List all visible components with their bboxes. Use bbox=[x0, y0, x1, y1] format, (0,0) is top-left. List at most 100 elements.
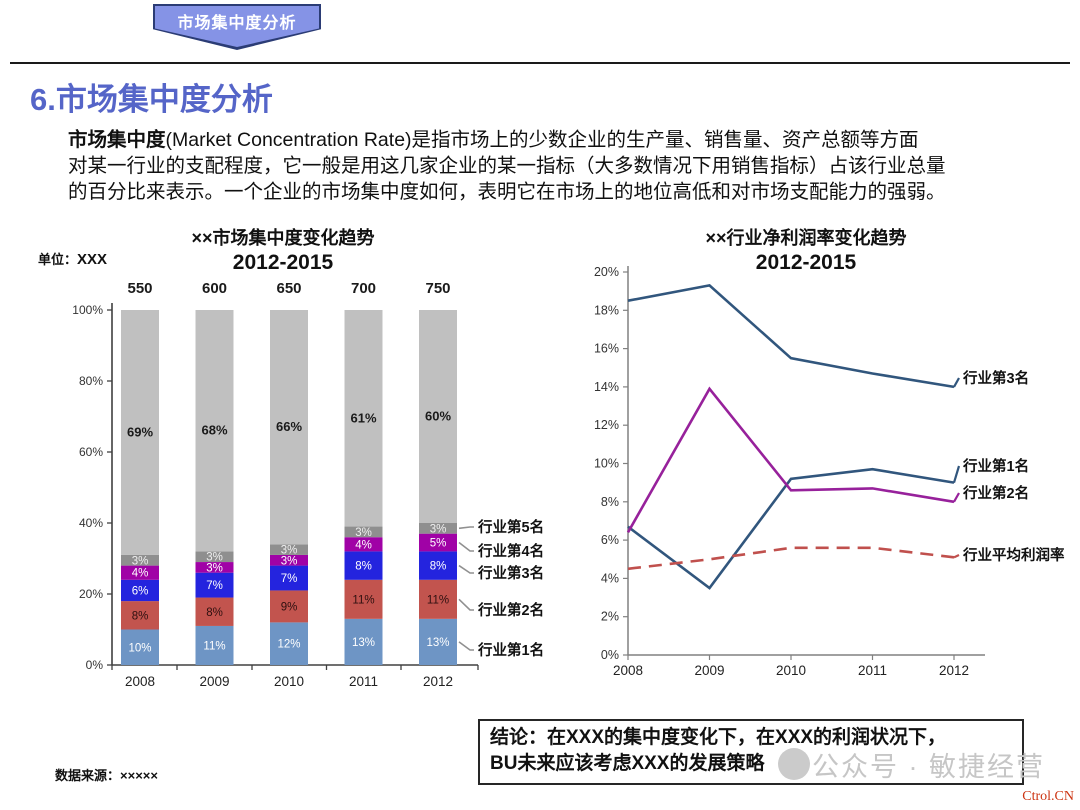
intro-line-1: 市场集中度(Market Concentration Rate)是指市场上的少数… bbox=[68, 129, 919, 151]
page-title: 6.市场集中度分析 bbox=[30, 82, 273, 117]
bar-segment-label: 61% bbox=[350, 410, 376, 425]
bar-segment-label: 11% bbox=[203, 640, 225, 652]
bar-segment-label: 11% bbox=[427, 594, 449, 606]
bar-segment bbox=[419, 618, 457, 665]
legend-connector bbox=[458, 526, 474, 530]
header-divider bbox=[10, 62, 1070, 64]
line-y-tick-label: 18% bbox=[594, 303, 619, 317]
bar-chart-unit: 单位：XXX bbox=[38, 251, 108, 268]
line-y-tick-label: 2% bbox=[601, 610, 619, 624]
bar-segment-label: 3% bbox=[281, 555, 298, 567]
site-mark: Ctrol.CN bbox=[1022, 789, 1074, 804]
bar-legend-label: 行业第3名 bbox=[477, 564, 544, 582]
bar-total-label: 650 bbox=[276, 280, 301, 297]
bar-segment-label: 10% bbox=[128, 642, 151, 654]
bar-segment bbox=[419, 533, 457, 552]
bar-y-tick-label: 40% bbox=[79, 516, 103, 530]
line-y-tick-label: 8% bbox=[601, 495, 619, 509]
bar-segment-label: 4% bbox=[132, 568, 149, 580]
bar-total-label: 750 bbox=[425, 280, 450, 297]
bar-segment bbox=[195, 625, 234, 665]
line-y-tick-label: 6% bbox=[601, 533, 619, 547]
line-series-label: 行业第2名 bbox=[962, 484, 1029, 502]
bar-y-tick-label: 80% bbox=[79, 374, 103, 388]
line-x-label: 2010 bbox=[776, 663, 806, 678]
legend-connector bbox=[458, 564, 474, 574]
line-x-label: 2009 bbox=[694, 663, 724, 678]
legend-connector bbox=[458, 641, 474, 651]
bar-segment bbox=[121, 579, 159, 602]
bar-category-label: 2008 bbox=[125, 674, 155, 689]
bar-category-label: 2009 bbox=[199, 674, 229, 689]
bar-segment-label: 5% bbox=[430, 538, 447, 550]
line-y-tick-label: 14% bbox=[594, 380, 619, 394]
series-label-leader bbox=[953, 554, 960, 559]
bar-legend-label: 行业第2名 bbox=[477, 601, 544, 619]
bar-segment bbox=[419, 551, 457, 580]
bar-total-label: 700 bbox=[351, 280, 376, 297]
bar-segment bbox=[270, 565, 308, 591]
line-y-tick-label: 16% bbox=[594, 342, 619, 356]
bar-segment bbox=[195, 562, 234, 573]
bar-segment bbox=[195, 572, 234, 598]
line-y-tick-label: 4% bbox=[601, 571, 619, 585]
line-series-label: 行业第3名 bbox=[962, 369, 1029, 387]
bar-segment-label: 8% bbox=[430, 561, 447, 573]
bar-segment-label: 8% bbox=[206, 607, 223, 619]
bar-segment bbox=[270, 310, 308, 545]
bar-segment bbox=[195, 310, 234, 552]
line-series bbox=[627, 546, 955, 571]
line-series-label: 行业平均利润率 bbox=[962, 546, 1065, 564]
bar-segment bbox=[121, 629, 159, 665]
bar-segment-label: 7% bbox=[281, 573, 298, 585]
bar-segment-label: 3% bbox=[355, 527, 372, 539]
bar-segment-label: 4% bbox=[355, 539, 372, 551]
bar-y-tick-label: 0% bbox=[86, 658, 104, 672]
bar-segment-label: 13% bbox=[352, 637, 375, 649]
bar-segment-label: 11% bbox=[352, 594, 374, 606]
bar-segment bbox=[344, 310, 383, 527]
bar-segment bbox=[344, 537, 383, 552]
bar-category-label: 2010 bbox=[274, 674, 304, 689]
banner-label: 市场集中度分析 bbox=[177, 15, 297, 32]
conclusion-box: 结论：在XXX的集中度变化下，在XXX的利润状况下， BU未来应该考虑XXX的发… bbox=[478, 719, 1024, 785]
bar-segment-label: 66% bbox=[276, 419, 302, 434]
bar-category-label: 2011 bbox=[349, 674, 378, 689]
bar-segment bbox=[419, 310, 457, 523]
legend-connector bbox=[458, 598, 474, 611]
intro-line-2: 对某一行业的支配程度，它一般是用这几家企业的某一指标（大多数情况下用销售指标）占… bbox=[68, 155, 946, 177]
bar-y-tick-label: 20% bbox=[79, 587, 103, 601]
bar-y-tick-label: 60% bbox=[79, 445, 103, 459]
line-y-tick-label: 12% bbox=[594, 418, 619, 432]
conclusion-line-2: BU未来应该考虑XXX的发展策略 bbox=[490, 753, 765, 774]
bar-legend-label: 行业第4名 bbox=[477, 542, 544, 560]
line-x-label: 2008 bbox=[613, 663, 643, 678]
bar-segment bbox=[344, 579, 383, 619]
line-series bbox=[626, 386, 955, 534]
line-y-tick-label: 0% bbox=[601, 648, 619, 662]
bar-chart-title: ××市场集中度变化趋势 2012-2015 bbox=[191, 228, 375, 274]
bar-segment bbox=[195, 551, 234, 563]
bar-segment bbox=[270, 590, 308, 623]
bar-segment bbox=[121, 310, 159, 555]
series-label-leader bbox=[952, 465, 961, 483]
bar-segment bbox=[344, 618, 383, 665]
line-x-label: 2011 bbox=[858, 663, 887, 678]
line-x-label: 2012 bbox=[939, 663, 969, 678]
legend-connector bbox=[458, 541, 474, 552]
series-label-leader bbox=[953, 377, 960, 388]
bar-segment bbox=[121, 601, 159, 630]
bar-segment-label: 3% bbox=[430, 523, 447, 535]
line-y-tick-label: 10% bbox=[594, 457, 619, 471]
line-y-tick-label: 20% bbox=[594, 265, 619, 279]
bar-segment-label: 8% bbox=[355, 561, 372, 573]
bar-segment bbox=[344, 526, 383, 538]
intro-paragraph: 市场集中度(Market Concentration Rate)是指市场上的少数… bbox=[68, 127, 1012, 205]
bar-segment bbox=[195, 597, 234, 626]
conclusion-line-1: 结论：在XXX的集中度变化下，在XXX的利润状况下， bbox=[490, 727, 947, 748]
bar-segment bbox=[270, 544, 308, 555]
series-label-leader bbox=[953, 492, 960, 503]
bar-segment-label: 13% bbox=[426, 637, 449, 649]
